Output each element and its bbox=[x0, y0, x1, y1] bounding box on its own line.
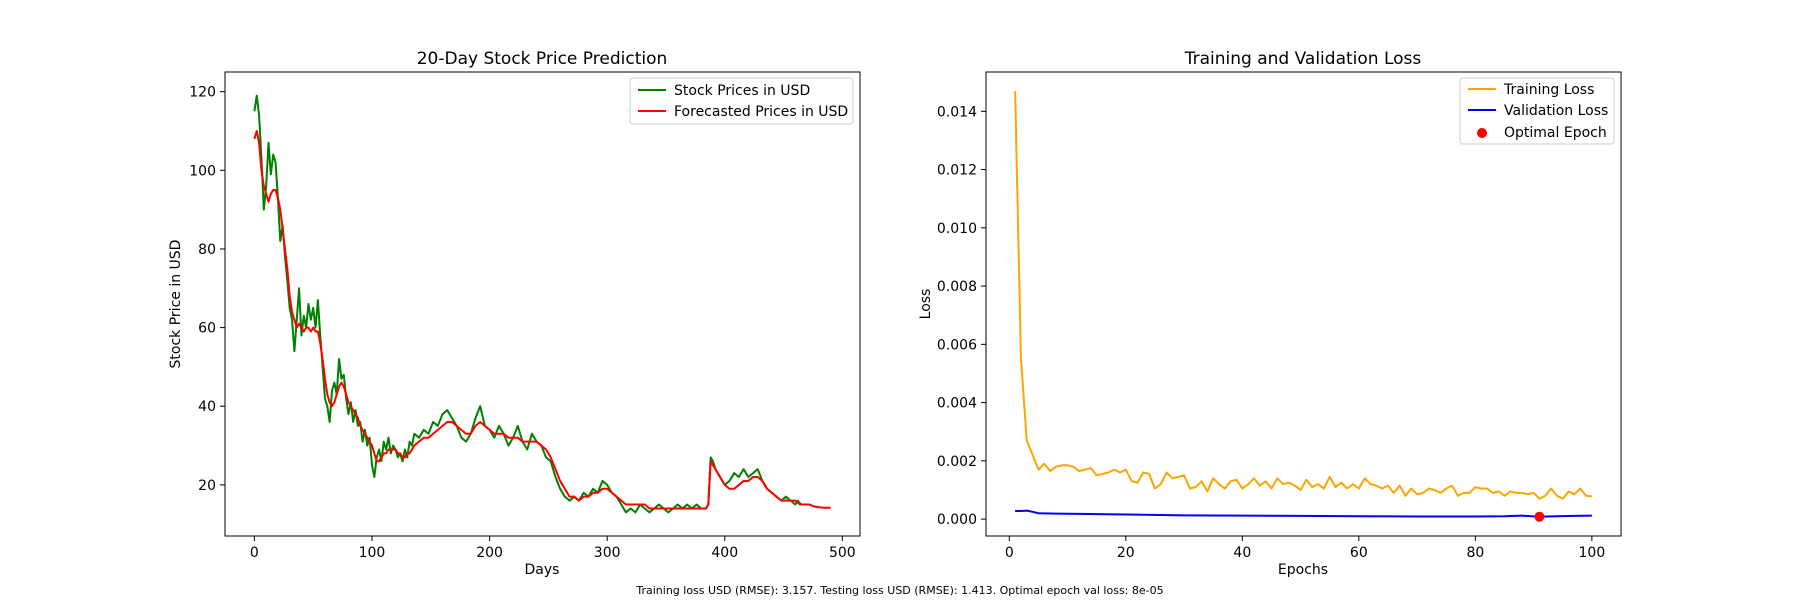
price-chart-title: 20-Day Stock Price Prediction bbox=[417, 49, 668, 69]
price-chart-frame bbox=[224, 71, 861, 537]
y-tick-label: 0.010 bbox=[937, 221, 977, 237]
loss-chart-title: Training and Validation Loss bbox=[1184, 49, 1422, 69]
price-chart: 20-Day Stock Price Prediction 0 100 200 300… bbox=[168, 49, 861, 578]
loss-chart-ylabel: Loss bbox=[918, 289, 934, 320]
y-tick-label: 80 bbox=[198, 242, 216, 258]
y-tick-label: 0.002 bbox=[937, 454, 977, 470]
legend-label-stock: Stock Prices in USD bbox=[674, 83, 810, 99]
price-chart-legend: Stock Prices in USD Forecasted Prices in… bbox=[629, 77, 854, 125]
loss-chart-ticks: 0 20 40 60 80 100 0.000 0.002 0.004 0.006 0.008 0.0… bbox=[937, 104, 1605, 561]
x-tick-label: 200 bbox=[476, 545, 503, 561]
y-tick-label: 0.004 bbox=[937, 396, 977, 412]
loss-chart-xlabel: Epochs bbox=[1278, 562, 1328, 578]
x-tick-label: 500 bbox=[829, 545, 856, 561]
y-tick-label: 0.012 bbox=[937, 163, 977, 179]
x-tick-label: 40 bbox=[1233, 545, 1251, 561]
x-tick-label: 300 bbox=[594, 545, 621, 561]
x-tick-label: 0 bbox=[1005, 545, 1014, 561]
y-tick-label: 0.006 bbox=[937, 337, 977, 353]
legend-label-forecast: Forecasted Prices in USD bbox=[674, 104, 848, 120]
series-line-2 bbox=[1015, 509, 1592, 518]
loss-chart-frame bbox=[985, 71, 1622, 537]
price-chart-ticks: 0 100 200 300 400 500 20 40 60 80 100 120 bbox=[189, 85, 855, 561]
figure-caption: Training loss USD (RMSE): 3.157. Testing… bbox=[635, 584, 1163, 597]
price-chart-lines bbox=[253, 94, 831, 514]
x-tick-label: 100 bbox=[1579, 545, 1606, 561]
y-tick-label: 0.008 bbox=[937, 279, 977, 295]
y-tick-label: 20 bbox=[198, 478, 216, 494]
legend-box bbox=[629, 77, 854, 125]
series-line-1 bbox=[253, 94, 802, 514]
price-chart-xlabel: Days bbox=[525, 562, 560, 578]
loss-chart-legend: Training Loss Validation Loss Optimal Ep… bbox=[1459, 77, 1615, 145]
y-tick-label: 0.000 bbox=[937, 512, 977, 528]
legend-box bbox=[1459, 77, 1615, 145]
legend-label-optimal: Optimal Epoch bbox=[1504, 125, 1607, 141]
loss-chart-lines bbox=[1014, 90, 1592, 522]
y-tick-label: 120 bbox=[189, 85, 216, 101]
y-tick-label: 40 bbox=[198, 399, 216, 415]
series-line-1 bbox=[1014, 90, 1592, 500]
x-tick-label: 60 bbox=[1350, 545, 1368, 561]
x-tick-label: 20 bbox=[1117, 545, 1135, 561]
legend-swatch-optimal bbox=[1477, 128, 1487, 138]
series-line-2 bbox=[253, 129, 831, 510]
x-tick-label: 80 bbox=[1466, 545, 1484, 561]
legend-label-training: Training Loss bbox=[1503, 82, 1594, 98]
x-tick-label: 400 bbox=[711, 545, 738, 561]
y-tick-label: 0.014 bbox=[937, 104, 977, 120]
optimal-epoch-marker bbox=[1534, 511, 1545, 522]
y-tick-label: 60 bbox=[198, 321, 216, 337]
y-tick-label: 100 bbox=[189, 163, 216, 179]
price-chart-ylabel: Stock Price in USD bbox=[168, 240, 184, 369]
loss-chart: Training and Validation Loss 0 20 40 60 80 10… bbox=[918, 49, 1622, 578]
x-tick-label: 100 bbox=[359, 545, 386, 561]
x-tick-label: 0 bbox=[250, 545, 259, 561]
legend-label-validation: Validation Loss bbox=[1504, 103, 1608, 119]
